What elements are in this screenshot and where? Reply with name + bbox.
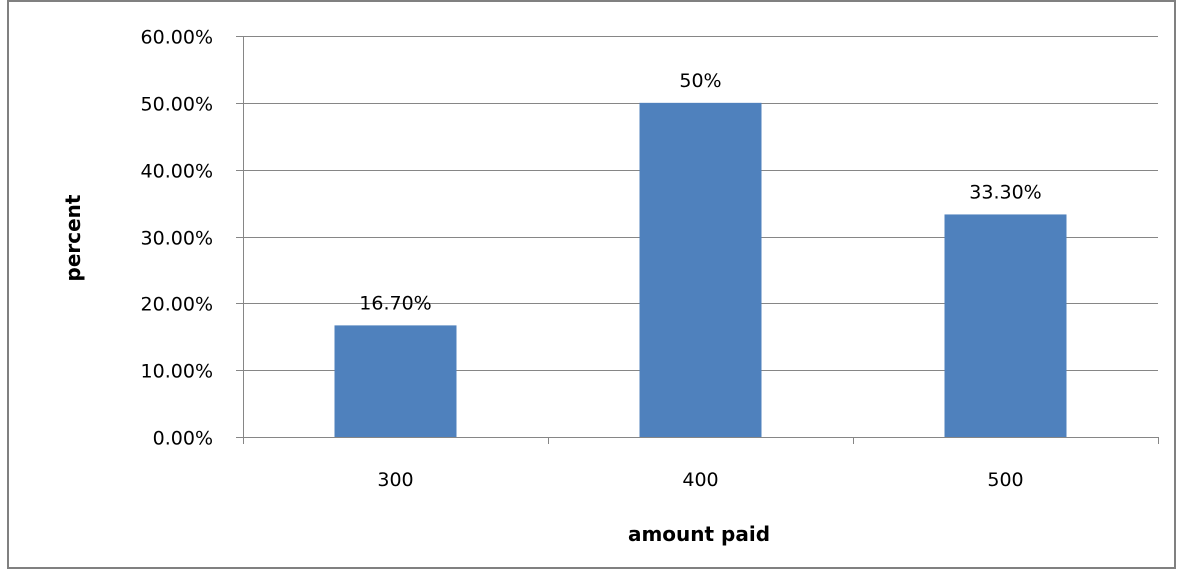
bars xyxy=(334,102,1067,437)
y-tick-label: 40.00% xyxy=(141,161,213,183)
y-tick-label: 60.00% xyxy=(141,27,213,49)
labels: 0.00% 10.00% 20.00% 30.00% 40.00% 50.00% 60.00… xyxy=(141,27,1042,492)
y-tick-label: 50.00% xyxy=(141,94,213,116)
y-tick-label: 30.00% xyxy=(141,228,213,250)
y-tick-label: 20.00% xyxy=(141,294,213,316)
y-axis-title: percent xyxy=(61,194,85,281)
y-tick-label: 0.00% xyxy=(153,428,213,450)
data-label: 16.70% xyxy=(359,292,431,314)
data-label: 50% xyxy=(679,70,721,92)
bar-300 xyxy=(334,325,457,437)
axes xyxy=(236,36,1159,444)
bar-400 xyxy=(639,102,762,437)
bar-500 xyxy=(944,214,1067,437)
x-tick-label: 500 xyxy=(987,469,1023,491)
data-label: 33.30% xyxy=(969,181,1041,203)
x-tick-label: 300 xyxy=(377,469,413,491)
y-tick-label: 10.00% xyxy=(141,361,213,383)
x-axis-title: amount paid xyxy=(628,522,770,546)
x-tick-label: 400 xyxy=(682,469,718,491)
